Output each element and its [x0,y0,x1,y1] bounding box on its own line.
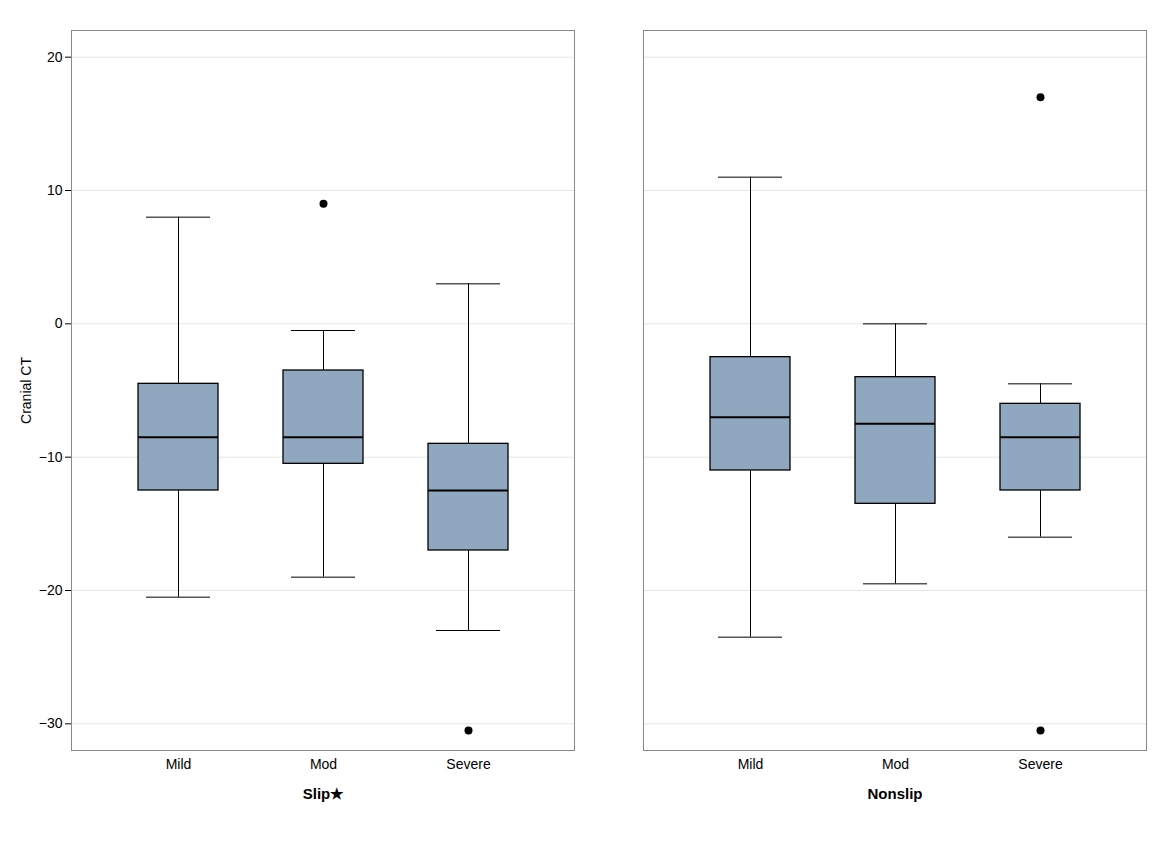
svg-text:0: 0 [55,315,63,331]
svg-text:Severe: Severe [1018,756,1063,772]
svg-text:Nonslip: Nonslip [868,785,923,802]
svg-text:20: 20 [47,49,63,65]
svg-text:Mild: Mild [166,756,192,772]
svg-text:−10: −10 [39,449,63,465]
svg-text:Cranial CT: Cranial CT [18,357,34,424]
svg-text:Mod: Mod [882,756,909,772]
svg-text:Mild: Mild [738,756,764,772]
svg-text:Slip★: Slip★ [303,785,345,802]
svg-text:−20: −20 [39,582,63,598]
svg-text:−30: −30 [39,715,63,731]
svg-text:Severe: Severe [446,756,491,772]
svg-text:Mod: Mod [310,756,337,772]
svg-text:10: 10 [47,182,63,198]
